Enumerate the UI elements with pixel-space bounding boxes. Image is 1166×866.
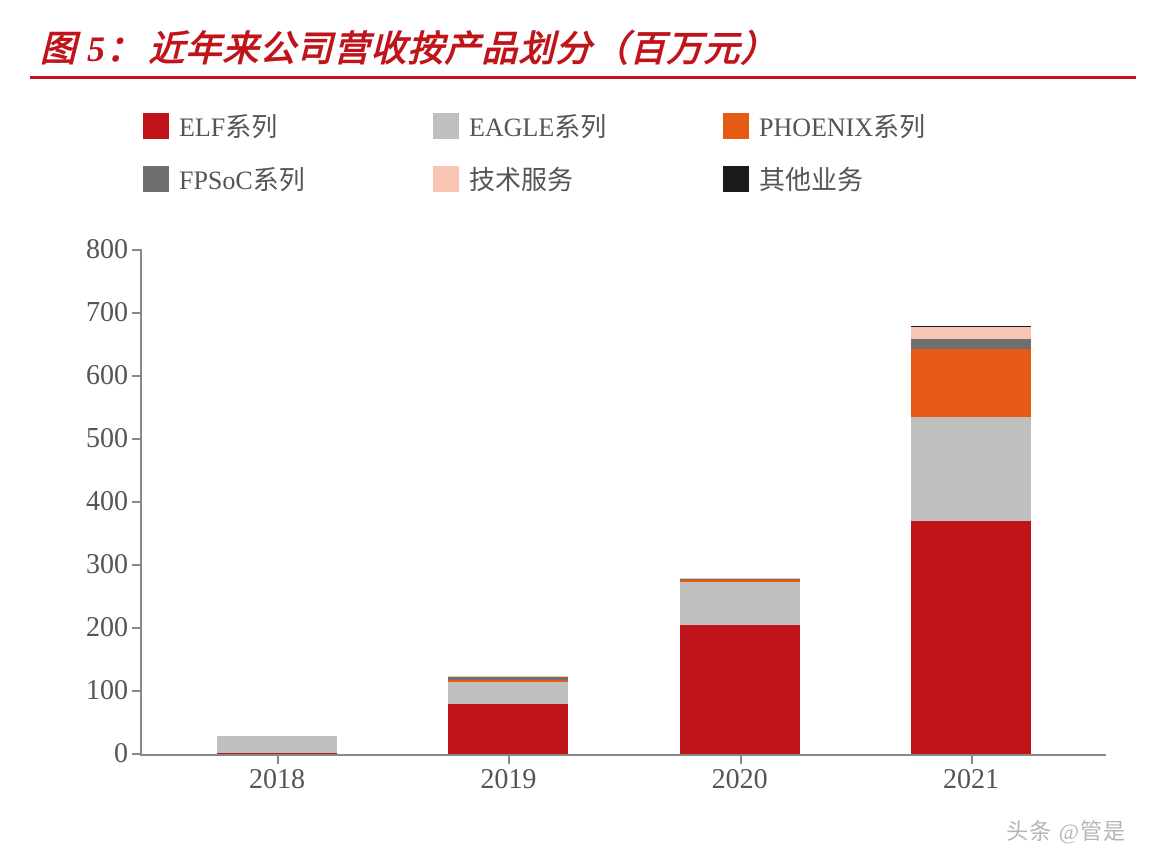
figure-title: 图 5：近年来公司营收按产品划分（百万元） [0, 0, 1166, 76]
y-tick-label: 0 [114, 738, 142, 770]
y-tick-label: 800 [86, 234, 142, 266]
bar-segment [680, 625, 800, 754]
legend-swatch [433, 166, 459, 192]
y-tick-label: 200 [86, 612, 142, 644]
y-tick-label: 400 [86, 486, 142, 518]
bar [217, 250, 337, 754]
figure-title-text: 近年来公司营收按产品划分（百万元） [148, 29, 777, 69]
bar-segment [448, 682, 568, 704]
legend-swatch [723, 113, 749, 139]
legend-item: EAGLE系列 [433, 107, 723, 144]
legend-label: EAGLE系列 [469, 107, 606, 144]
bar-segment [680, 578, 800, 579]
bar [680, 250, 800, 754]
figure-number: 图 5： [40, 29, 143, 69]
legend-item: FPSoC系列 [143, 160, 433, 197]
bar [911, 250, 1031, 754]
plot-region: 0100200300400500600700800201820192020202… [140, 250, 1106, 756]
legend-item: PHOENIX系列 [723, 107, 1013, 144]
watermark: 头条 @管是 [1006, 814, 1126, 846]
legend-swatch [143, 113, 169, 139]
bar-segment [911, 327, 1031, 339]
y-tick-label: 600 [86, 360, 142, 392]
bar-segment [911, 339, 1031, 349]
legend-label: 技术服务 [469, 160, 573, 197]
bar-segment [448, 676, 568, 677]
legend-item: ELF系列 [143, 107, 433, 144]
bar-segment [680, 579, 800, 580]
bar-segment [448, 704, 568, 754]
bar-segment [217, 753, 337, 754]
legend-label: FPSoC系列 [179, 160, 305, 197]
title-underline [30, 76, 1136, 79]
legend-label: PHOENIX系列 [759, 107, 925, 144]
bar-segment [911, 326, 1031, 327]
bar-segment [680, 582, 800, 625]
bar-segment [217, 736, 337, 752]
legend: ELF系列 EAGLE系列 PHOENIX系列 FPSoC系列 技术服务 其他业务 [143, 107, 1023, 197]
x-tick-label: 2018 [249, 754, 305, 796]
legend-item: 技术服务 [433, 160, 723, 197]
legend-swatch [433, 113, 459, 139]
bar-segment [680, 580, 800, 582]
x-tick-label: 2019 [480, 754, 536, 796]
legend-label: ELF系列 [179, 107, 277, 144]
y-tick-label: 700 [86, 297, 142, 329]
legend-item: 其他业务 [723, 160, 1013, 197]
figure-frame: 图 5：近年来公司营收按产品划分（百万元） ELF系列 EAGLE系列 PHOENI… [0, 0, 1166, 866]
y-tick-label: 300 [86, 549, 142, 581]
legend-label: 其他业务 [759, 160, 863, 197]
x-tick-label: 2021 [943, 754, 999, 796]
bar [448, 250, 568, 754]
legend-swatch [723, 166, 749, 192]
bar-segment [911, 349, 1031, 417]
bar-segment [448, 677, 568, 680]
bar-segment [448, 680, 568, 681]
chart-area: 0100200300400500600700800201820192020202… [60, 250, 1126, 806]
y-tick-label: 100 [86, 675, 142, 707]
y-tick-label: 500 [86, 423, 142, 455]
bar-segment [911, 521, 1031, 754]
legend-swatch [143, 166, 169, 192]
x-tick-label: 2020 [712, 754, 768, 796]
bar-segment [911, 417, 1031, 521]
